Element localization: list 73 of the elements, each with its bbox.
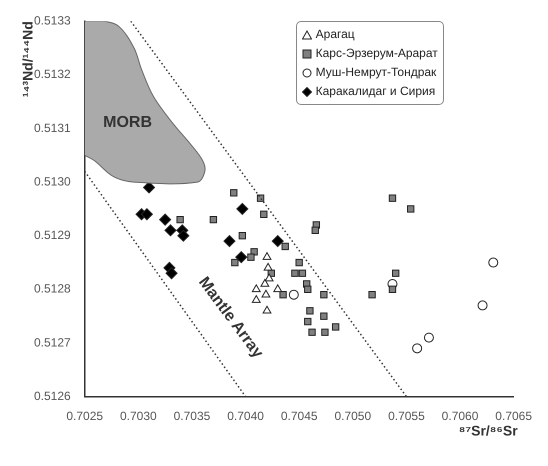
x-tick-label: 0.7045 xyxy=(280,409,318,424)
point xyxy=(308,328,316,336)
point xyxy=(320,312,328,320)
legend-label: Арагац xyxy=(316,26,355,44)
point xyxy=(304,286,312,294)
y-tick-label: 0.5133 xyxy=(34,14,72,28)
legend-label: Муш-Немрут-Тондрак xyxy=(316,64,436,82)
point xyxy=(176,216,184,224)
x-tick-label: 0.7030 xyxy=(120,409,157,424)
x-tick-label: 0.7035 xyxy=(174,409,211,424)
point xyxy=(235,251,248,264)
y-tick-label: 0.5132 xyxy=(34,67,72,82)
point xyxy=(230,189,238,196)
point xyxy=(321,328,329,336)
point xyxy=(407,205,414,213)
point xyxy=(332,323,340,331)
x-axis-title: ⁸⁷Sr/⁸⁶Sr xyxy=(458,422,518,438)
point xyxy=(306,307,314,314)
point xyxy=(424,332,434,343)
annotation: MORB xyxy=(103,114,152,131)
point xyxy=(272,235,284,248)
point xyxy=(164,224,176,236)
point xyxy=(247,253,255,261)
point xyxy=(320,291,328,298)
x-tick-label: 0.7065 xyxy=(495,409,532,424)
point xyxy=(488,258,498,268)
y-tick-label: 0.5127 xyxy=(34,335,72,350)
point xyxy=(288,290,299,300)
point xyxy=(298,270,306,277)
point xyxy=(304,318,312,326)
point xyxy=(262,252,272,260)
point xyxy=(236,202,248,215)
point xyxy=(412,343,422,354)
point xyxy=(295,258,303,266)
point xyxy=(279,291,287,298)
y-tick-label: 0.5130 xyxy=(34,174,72,188)
point xyxy=(264,274,274,282)
x-tick-label: 0.7055 xyxy=(388,409,426,424)
point xyxy=(166,267,178,280)
point xyxy=(478,300,488,310)
point xyxy=(159,214,172,226)
point xyxy=(392,270,400,277)
point xyxy=(262,306,272,314)
y-tick-label: 0.5126 xyxy=(34,388,72,403)
y-tick-label: 0.5131 xyxy=(34,120,72,135)
point xyxy=(388,194,396,202)
x-tick-label: 0.7060 xyxy=(442,409,479,424)
point xyxy=(368,291,376,298)
point xyxy=(140,208,153,220)
point xyxy=(273,284,282,292)
point xyxy=(223,235,236,248)
point xyxy=(262,290,270,298)
y-tick-label: 0.5128 xyxy=(34,282,72,296)
point xyxy=(260,278,270,287)
y-axis-title: ¹⁴³Nd/¹⁴⁴Nd xyxy=(20,21,36,98)
point xyxy=(388,286,396,294)
point xyxy=(252,295,261,303)
point xyxy=(252,284,261,292)
point xyxy=(177,230,190,242)
point xyxy=(282,242,289,250)
point xyxy=(231,258,239,266)
point xyxy=(264,262,272,271)
legend-label: Каракалидаг и Сирия xyxy=(316,83,436,100)
x-tick-label: 0.7050 xyxy=(334,409,372,424)
point xyxy=(312,226,319,234)
legend-label: Карс-Эрзерум-Арарат xyxy=(316,45,438,62)
point xyxy=(291,270,299,277)
point xyxy=(260,210,268,218)
y-tick-label: 0.5129 xyxy=(34,228,72,242)
x-tick-label: 0.7025 xyxy=(66,409,104,424)
x-tick-label: 0.7040 xyxy=(227,409,264,424)
point xyxy=(238,232,246,240)
point xyxy=(210,216,218,224)
